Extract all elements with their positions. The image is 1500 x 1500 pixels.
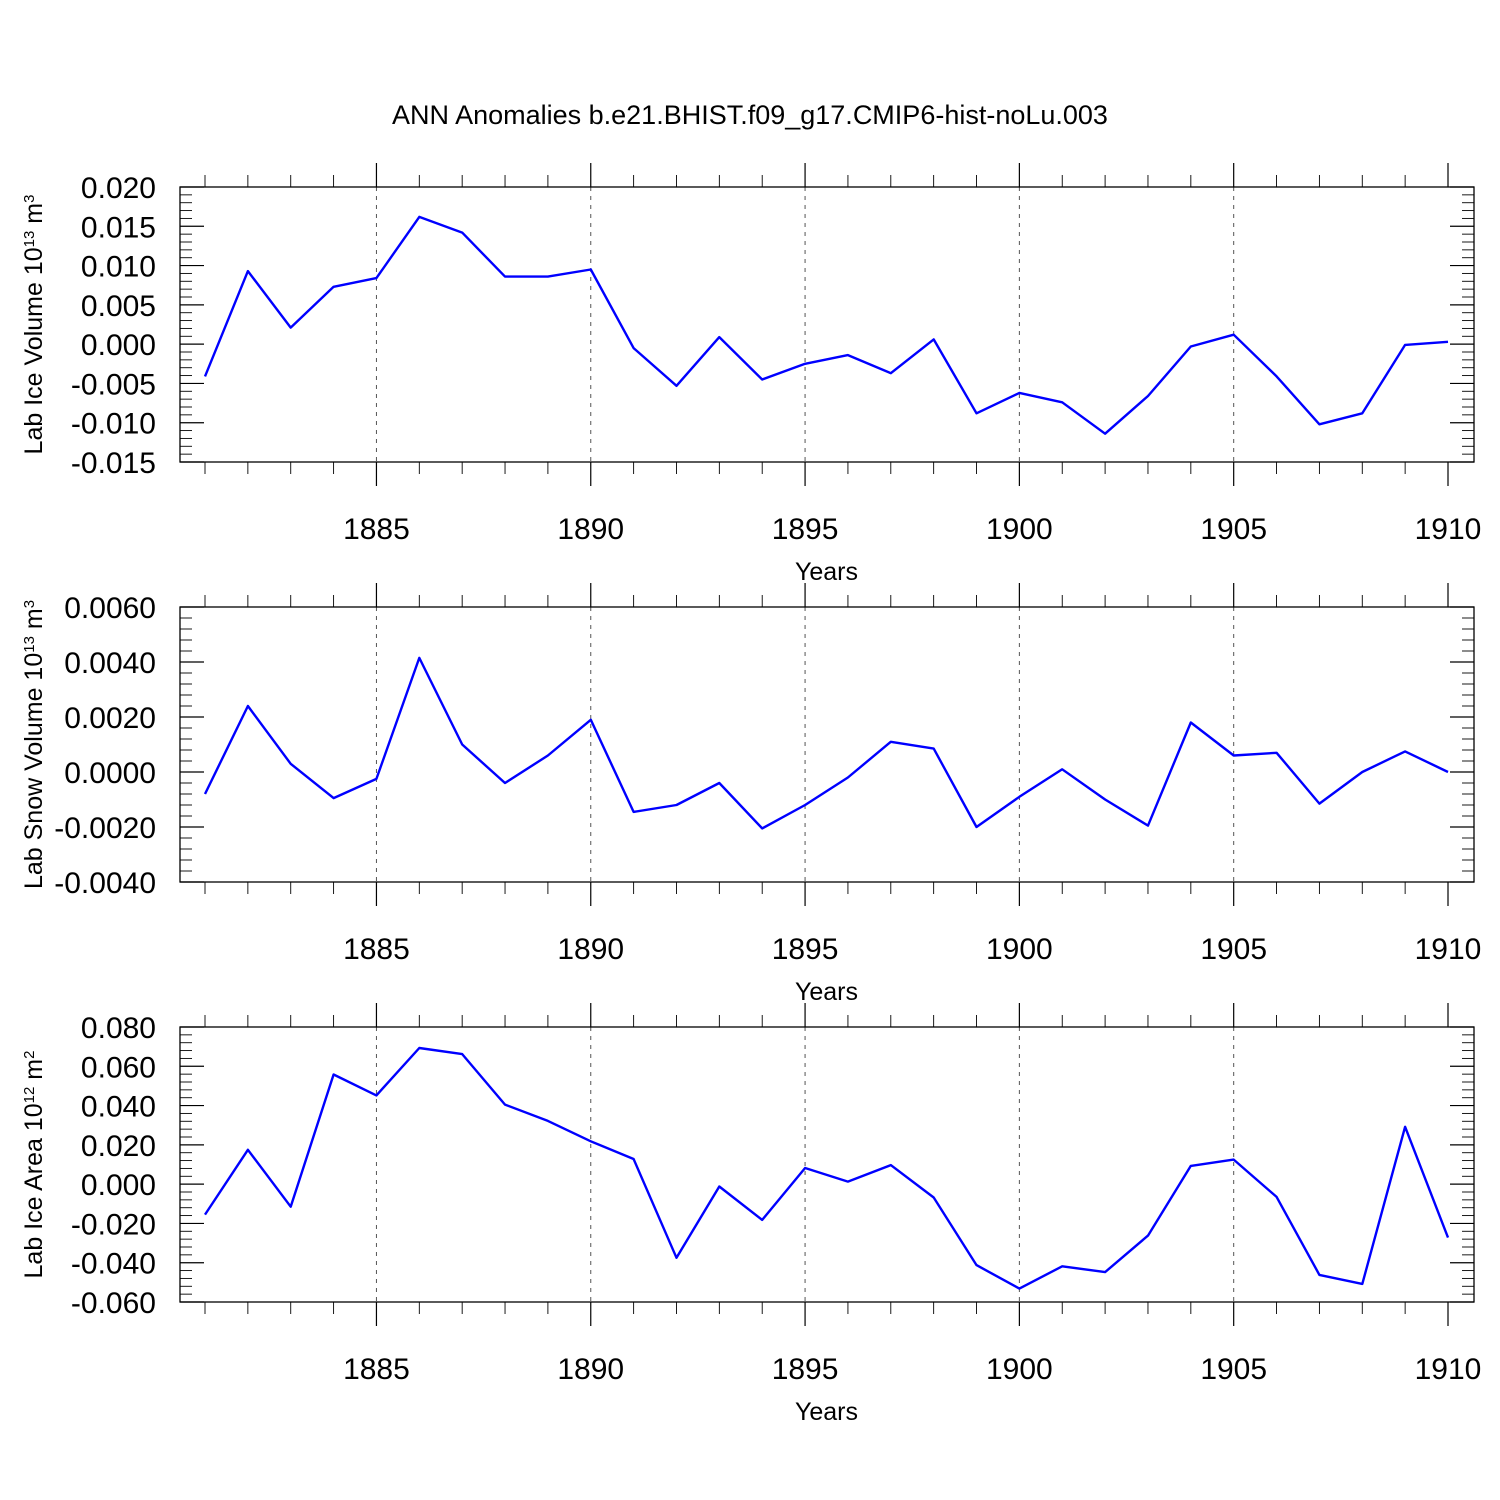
y-axis-label: Lab Ice Area 1012 m2 (20, 1051, 48, 1279)
chart-panels: -0.015 -0.010 -0.005 0.000 0.005 0.010 0.015 0.… (20, 163, 1481, 1426)
y-tick-label: 0.0020 (64, 702, 156, 735)
y-tick-label: 0.010 (81, 251, 156, 284)
y-axis-label: Lab Snow Volume 1013 m3 (20, 600, 48, 889)
x-tick-label: 1895 (772, 513, 839, 546)
x-tick-label: 1900 (986, 1353, 1053, 1386)
x-tick-label: 1910 (1415, 513, 1482, 546)
plot-frame (179, 186, 1475, 463)
x-tick-label: 1885 (343, 933, 410, 966)
x-tick-label: 1890 (557, 513, 624, 546)
x-tick-label: 1910 (1415, 933, 1482, 966)
x-tick-label: 1900 (986, 933, 1053, 966)
y-tick-label: 0.020 (81, 1130, 156, 1163)
y-tick-label: 0.0040 (64, 647, 156, 680)
figure-title: ANN Anomalies b.e21.BHIST.f09_g17.CMIP6-… (392, 100, 1108, 130)
y-tick-label: -0.0020 (54, 812, 156, 845)
plot-frame (179, 1026, 1475, 1303)
series-line (203, 215, 1449, 435)
y-tick-label: 0.000 (81, 329, 156, 362)
x-tick-label: 1905 (1200, 933, 1267, 966)
x-axis-label: Years (795, 558, 858, 586)
y-tick-label: -0.005 (71, 368, 156, 401)
x-tick-label: 1905 (1200, 1353, 1267, 1386)
y-tick-label: -0.0040 (54, 867, 156, 900)
y-tick-label: -0.015 (71, 447, 156, 480)
y-tick-label: 0.000 (81, 1169, 156, 1202)
x-tick-label: 1895 (772, 1353, 839, 1386)
chart-panel-3: -0.060 -0.040 -0.020 0.000 0.020 0.040 0.060 0.… (20, 1003, 1481, 1426)
x-tick-label: 1900 (986, 513, 1053, 546)
y-tick-label: 0.005 (81, 290, 156, 323)
y-tick-label: 0.020 (81, 172, 156, 205)
x-tick-label: 1890 (557, 933, 624, 966)
chart-panel-1: -0.015 -0.010 -0.005 0.000 0.005 0.010 0.015 0.… (20, 163, 1481, 586)
x-tick-label: 1890 (557, 1353, 624, 1386)
x-tick-label: 1910 (1415, 1353, 1482, 1386)
y-tick-label: 0.015 (81, 211, 156, 244)
series-line (203, 656, 1449, 830)
plot-frame (179, 606, 1475, 883)
y-tick-label: 0.0000 (64, 757, 156, 790)
x-axis-label: Years (795, 1398, 858, 1426)
x-tick-label: 1885 (343, 513, 410, 546)
y-tick-label: -0.060 (71, 1287, 156, 1320)
x-axis-label: Years (795, 978, 858, 1006)
y-tick-label: 0.080 (81, 1012, 156, 1045)
y-tick-label: -0.010 (71, 408, 156, 441)
y-tick-label: -0.040 (71, 1248, 156, 1281)
x-tick-label: 1905 (1200, 513, 1267, 546)
y-tick-label: 0.060 (81, 1051, 156, 1084)
x-tick-label: 1895 (772, 933, 839, 966)
chart-panel-2: -0.0040 -0.0020 0.0000 0.0020 0.0040 0.0060 18… (20, 583, 1481, 1006)
y-tick-label: 0.040 (81, 1091, 156, 1124)
x-tick-label: 1885 (343, 1353, 410, 1386)
series-line (203, 1046, 1450, 1290)
y-axis-label: Lab Ice Volume 1013 m3 (20, 195, 48, 455)
y-tick-label: 0.0060 (64, 592, 156, 625)
y-tick-label: -0.020 (71, 1208, 156, 1241)
